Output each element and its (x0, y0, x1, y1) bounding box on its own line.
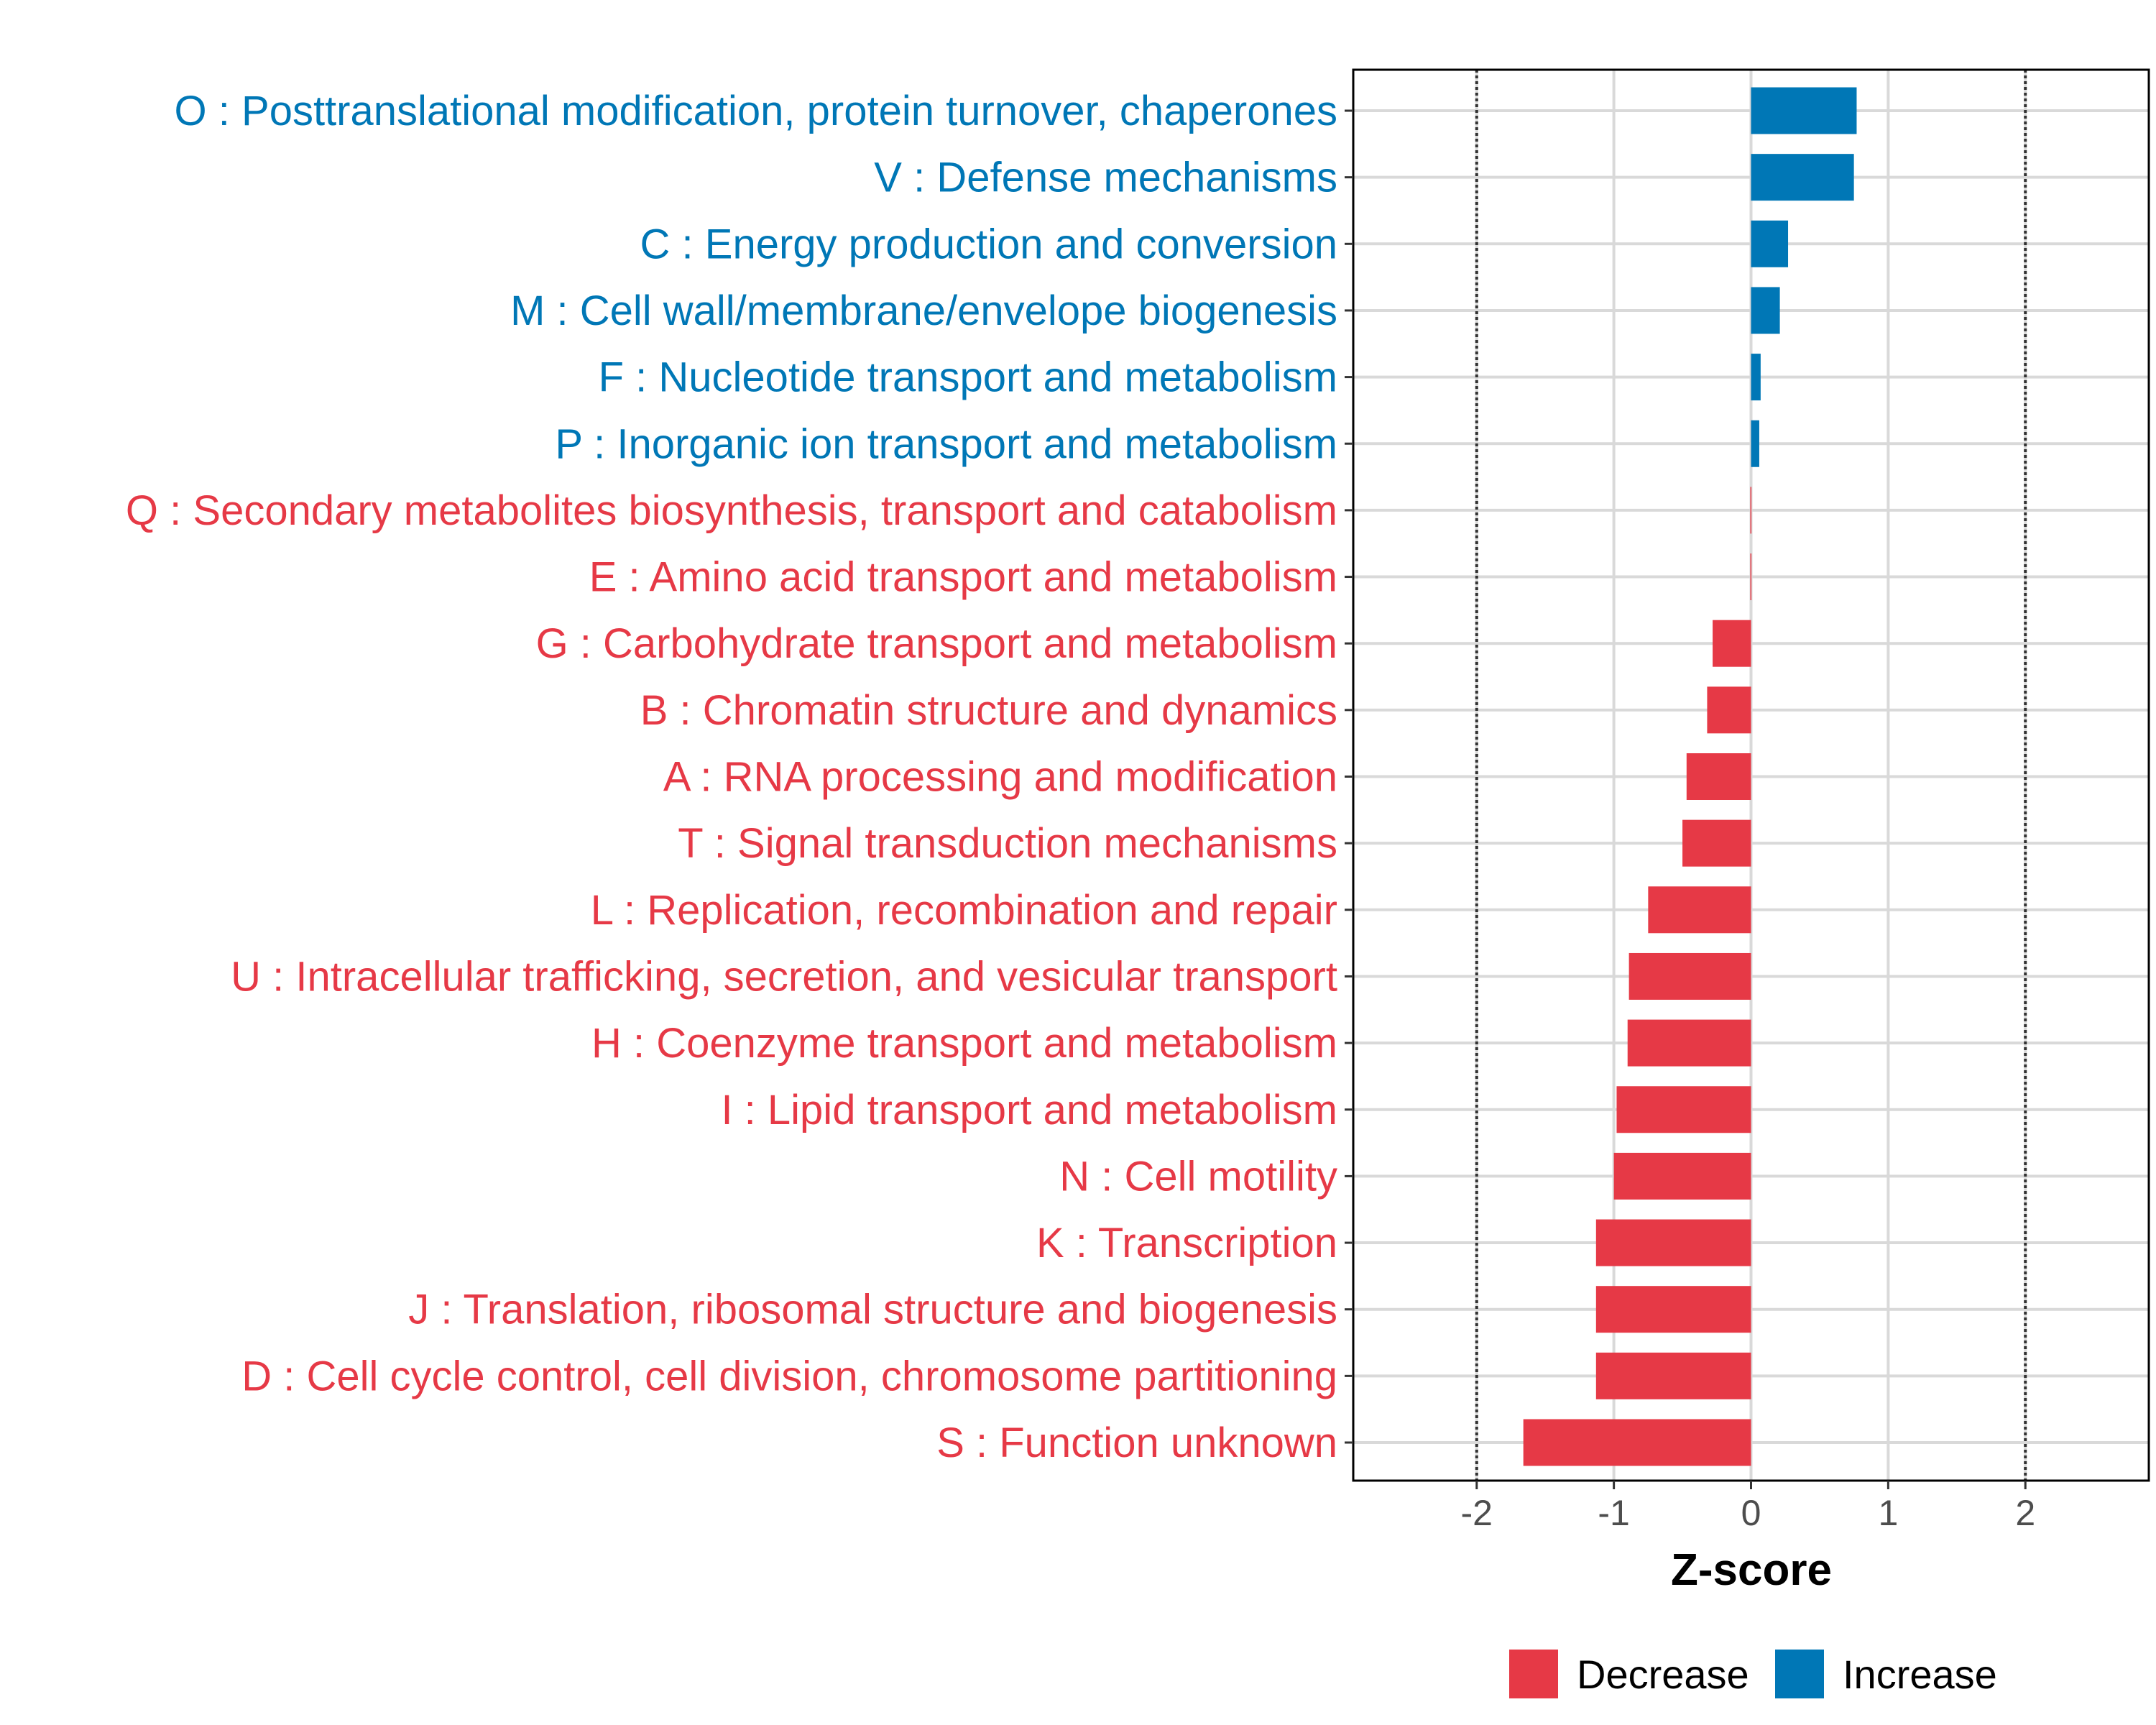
bar (1750, 487, 1752, 534)
legend-key (1509, 1650, 1558, 1698)
x-tick-label: 2 (2015, 1493, 2035, 1533)
category-label: O : Posttranslational modification, prot… (175, 88, 1337, 134)
bar (1751, 220, 1789, 267)
y-axis-ticks: O : Posttranslational modification, prot… (126, 88, 1353, 1466)
x-axis-title: Z-score (1671, 1545, 1832, 1595)
bar (1751, 87, 1857, 134)
category-label: T : Signal transduction mechanisms (678, 820, 1337, 867)
bar (1628, 952, 1751, 1000)
bar (1682, 819, 1751, 867)
category-label: U : Intracellular trafficking, secretion… (231, 953, 1337, 1000)
bar (1751, 287, 1780, 334)
category-label: D : Cell cycle control, cell division, c… (241, 1353, 1337, 1399)
x-tick-label: 1 (1878, 1493, 1898, 1533)
category-label: K : Transcription (1036, 1220, 1337, 1266)
bar (1707, 686, 1751, 734)
legend-key (1775, 1650, 1824, 1698)
category-label: H : Coenzyme transport and metabolism (591, 1020, 1337, 1067)
x-axis-ticks: -2 -1 0 1 2 (1461, 1481, 2035, 1533)
category-label: N : Cell motility (1059, 1153, 1337, 1200)
bar (1686, 753, 1751, 800)
category-label: J : Translation, ribosomal structure and… (408, 1287, 1337, 1333)
legend-label: Decrease (1577, 1652, 1749, 1697)
category-label: C : Energy production and conversion (640, 221, 1337, 267)
category-label: F : Nucleotide transport and metabolism (599, 354, 1337, 401)
bar (1616, 1086, 1751, 1133)
category-label: G : Carbohydrate transport and metabolis… (536, 620, 1337, 667)
category-label: A : RNA processing and modification (663, 754, 1337, 801)
category-label: P : Inorganic ion transport and metaboli… (555, 420, 1337, 467)
category-label: Q : Secondary metabolites biosynthesis, … (126, 487, 1337, 534)
bars (1523, 87, 1857, 1466)
legend: Decrease Increase (1509, 1650, 1997, 1698)
bar (1751, 354, 1761, 401)
category-label: L : Replication, recombination and repai… (591, 887, 1337, 934)
x-tick-label: -1 (1598, 1493, 1629, 1533)
bar (1523, 1419, 1751, 1466)
bar (1751, 154, 1854, 201)
x-tick-label: 0 (1741, 1493, 1761, 1533)
bar (1613, 1152, 1751, 1200)
legend-label: Increase (1843, 1652, 1997, 1697)
category-label: S : Function unknown (936, 1420, 1337, 1466)
bar (1595, 1352, 1751, 1399)
bar (1713, 620, 1751, 667)
bar (1648, 886, 1751, 934)
bar (1751, 420, 1759, 467)
x-tick-label: -2 (1461, 1493, 1493, 1533)
category-label: I : Lipid transport and metabolism (721, 1087, 1337, 1133)
category-label: B : Chromatin structure and dynamics (640, 687, 1337, 734)
bar (1750, 553, 1752, 601)
reference-lines (1475, 70, 2027, 1481)
category-label: V : Defense mechanisms (874, 155, 1337, 201)
bar (1627, 1019, 1751, 1067)
category-label: M : Cell wall/membrane/envelope biogenes… (510, 288, 1337, 334)
category-label: E : Amino acid transport and metabolism (589, 554, 1337, 601)
bar (1595, 1286, 1751, 1333)
bar (1595, 1219, 1751, 1266)
